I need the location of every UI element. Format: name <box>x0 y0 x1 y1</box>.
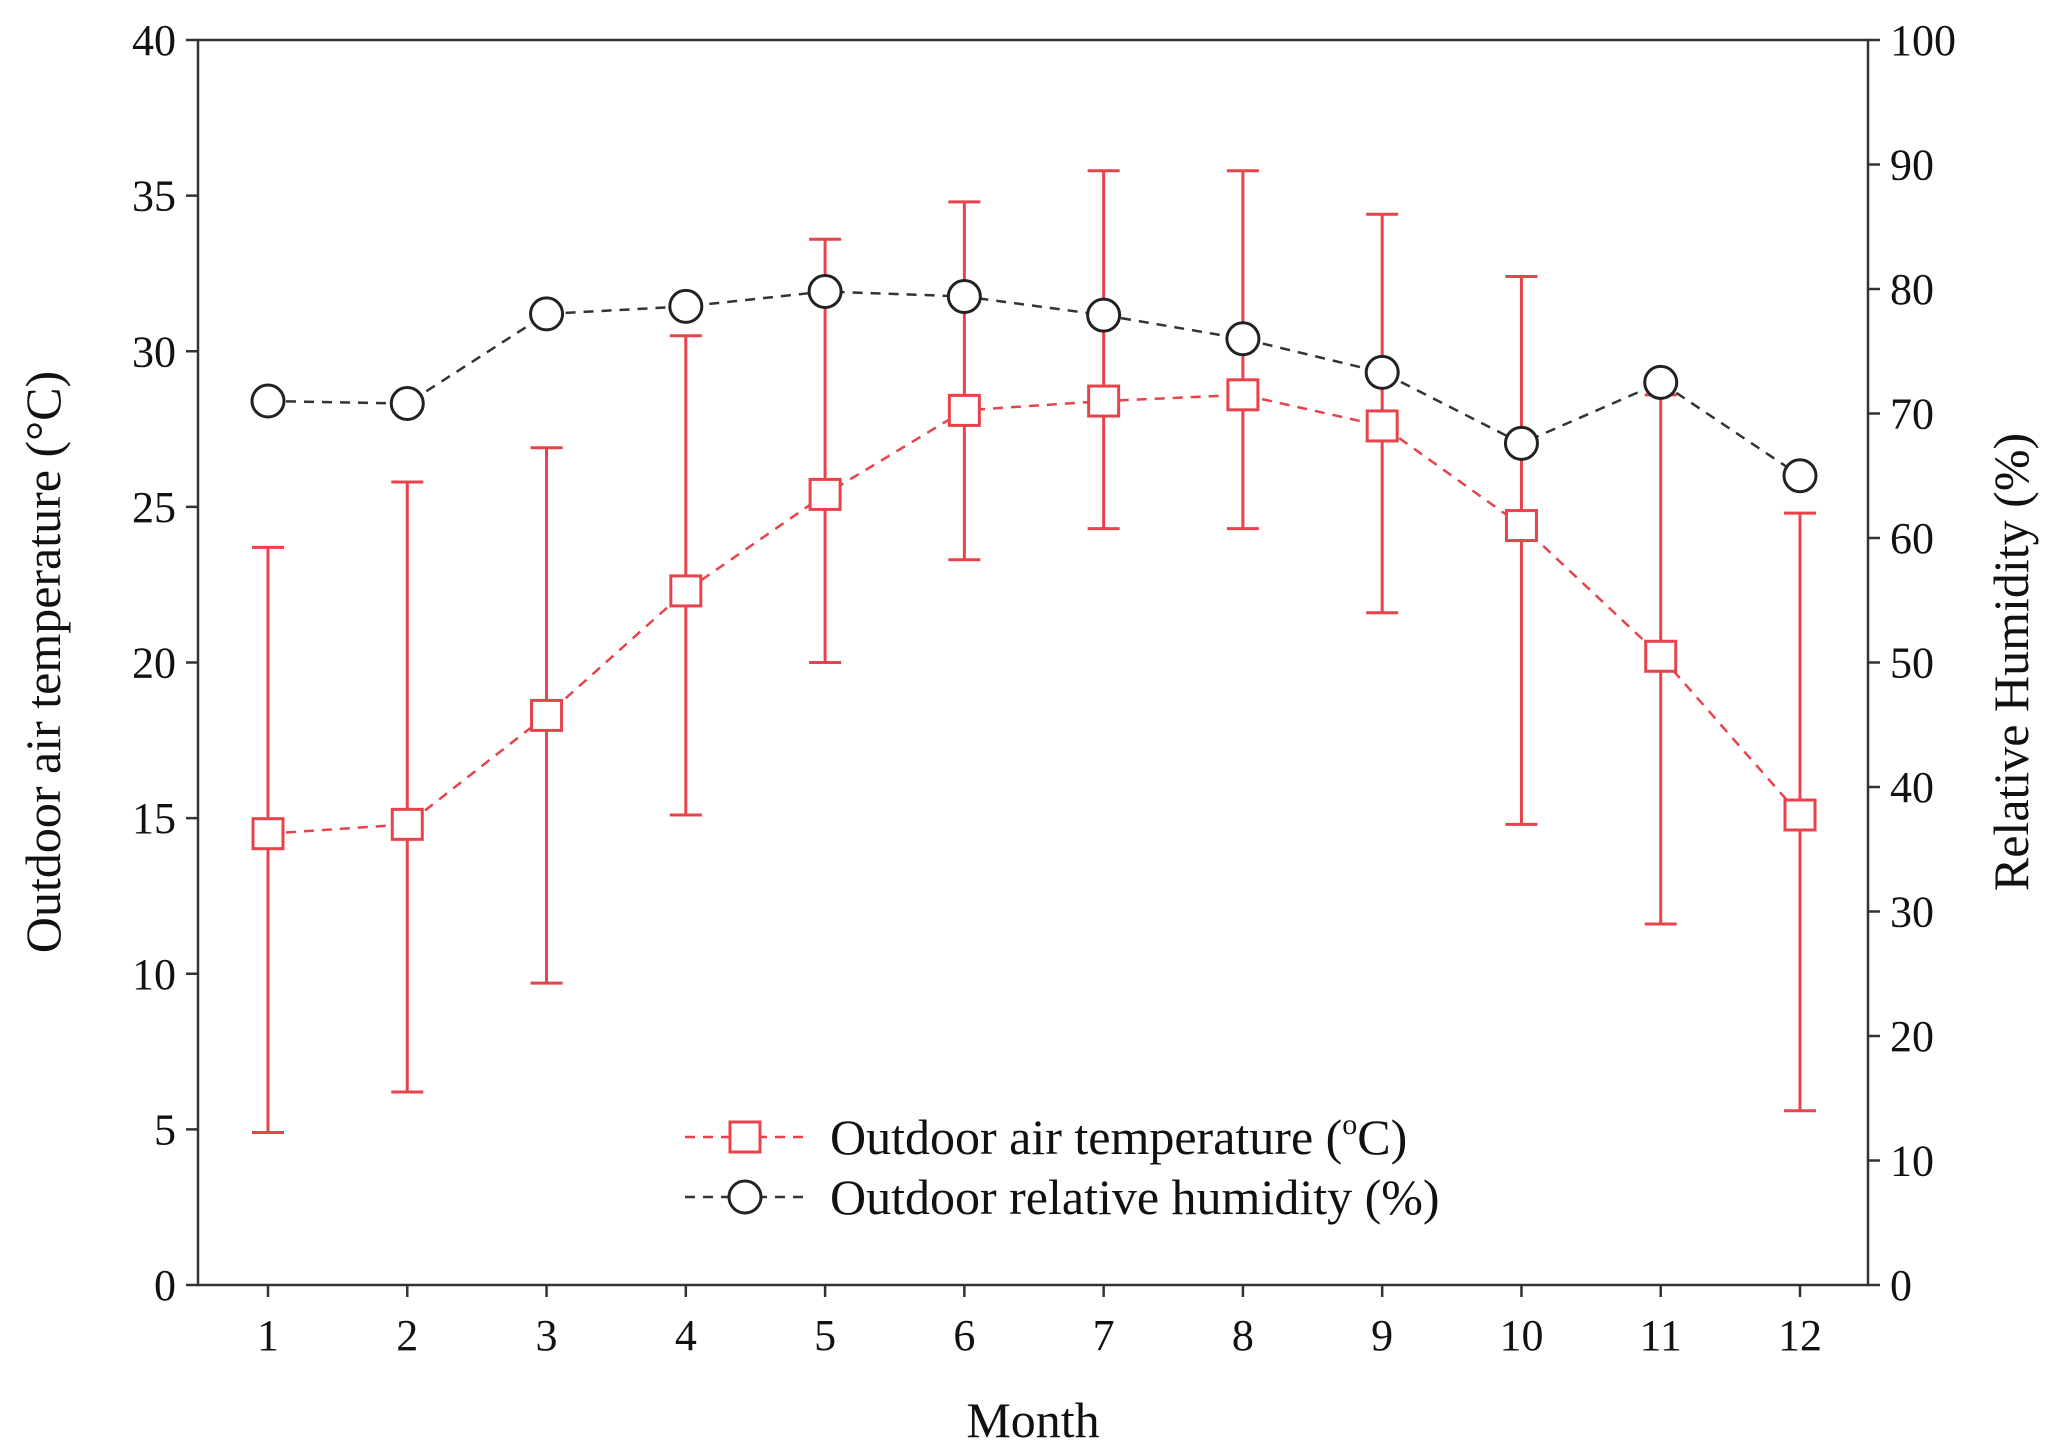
x-tick-label: 10 <box>1499 1311 1543 1360</box>
temperature-point <box>530 698 564 732</box>
x-tick-label: 7 <box>1093 1311 1115 1360</box>
humidity-point <box>1364 354 1400 390</box>
temperature-point <box>1504 509 1538 543</box>
humidity-point <box>529 296 565 332</box>
temperature-point <box>1226 378 1260 412</box>
x-tick-label: 5 <box>814 1311 836 1360</box>
humidity-point <box>807 273 843 309</box>
left-y-tick-label: 25 <box>132 483 176 532</box>
left-y-tick-label: 15 <box>132 794 176 843</box>
x-tick-label: 4 <box>675 1311 697 1360</box>
plot-frame <box>196 38 1870 1287</box>
series-markers <box>250 273 1818 851</box>
x-tick-label: 1 <box>257 1311 279 1360</box>
x-tick-label: 11 <box>1640 1311 1682 1360</box>
temperature-point <box>947 393 981 427</box>
legend-hum-label: Outdoor relative humidity (%) <box>830 1169 1440 1225</box>
left-y-axis-title: Outdoor air temperature (°C) <box>15 371 71 953</box>
legend-temp-label-main: Outdoor air temperature ( <box>830 1109 1342 1165</box>
temperature-point <box>1644 639 1678 673</box>
right-y-tick-label: 20 <box>1890 1012 1934 1061</box>
right-y-tick-label: 10 <box>1890 1137 1934 1186</box>
humidity-point <box>1782 458 1818 494</box>
x-axis-title: Month <box>966 1392 1099 1448</box>
left-y-tick-label: 20 <box>132 639 176 688</box>
x-tick-label: 12 <box>1778 1311 1822 1360</box>
legend-temp-label-suffix: C) <box>1357 1109 1407 1165</box>
left-y-tick-label: 30 <box>132 327 176 376</box>
humidity-point <box>389 386 425 422</box>
right-y-tick-label: 70 <box>1890 390 1934 439</box>
right-y-axis-title: Relative Humidity (%) <box>1983 433 2039 891</box>
right-y-tick-label: 90 <box>1890 141 1934 190</box>
left-y-tick-label: 40 <box>132 16 176 65</box>
temperature-point <box>1365 409 1399 443</box>
humidity-point <box>1086 297 1122 333</box>
legend-temp-label-sup: o <box>1342 1108 1357 1141</box>
temperature-point <box>1087 384 1121 418</box>
left-y-tick-label: 5 <box>154 1105 176 1154</box>
series-lines <box>267 290 1801 835</box>
x-tick-label: 6 <box>953 1311 975 1360</box>
x-tick-label: 8 <box>1232 1311 1254 1360</box>
legend-hum-marker <box>727 1179 763 1215</box>
right-y-tick-label: 60 <box>1890 514 1934 563</box>
humidity-point <box>1225 321 1261 357</box>
humidity-point <box>946 278 982 314</box>
humidity-series-line <box>267 290 1801 477</box>
error-bars <box>252 169 1816 1134</box>
right-y-tick-label: 50 <box>1890 639 1934 688</box>
humidity-point <box>668 288 704 324</box>
temperature-point <box>669 574 703 608</box>
temperature-point <box>251 817 285 851</box>
x-tick-label: 9 <box>1371 1311 1393 1360</box>
temperature-series-line <box>267 393 1801 835</box>
right-y-tick-label: 40 <box>1890 763 1934 812</box>
left-y-tick-label: 10 <box>132 950 176 999</box>
right-y-tick-label: 100 <box>1890 16 1956 65</box>
humidity-point <box>250 383 286 419</box>
temperature-point <box>390 807 424 841</box>
left-y-tick-label: 35 <box>132 172 176 221</box>
humidity-point <box>1503 425 1539 461</box>
temperature-point <box>1783 798 1817 832</box>
temperature-point <box>808 477 842 511</box>
right-y-tick-label: 0 <box>1890 1261 1912 1310</box>
x-tick-label: 2 <box>396 1311 418 1360</box>
legend: Outdoor air temperature (oC) Outdoor rel… <box>685 1108 1440 1225</box>
right-y-tick-label: 30 <box>1890 888 1934 937</box>
legend-temp-marker <box>728 1120 762 1154</box>
humidity-point <box>1643 364 1679 400</box>
left-y-tick-label: 0 <box>154 1261 176 1310</box>
x-tick-label: 3 <box>536 1311 558 1360</box>
right-y-tick-label: 80 <box>1890 265 1934 314</box>
legend-temp-label: Outdoor air temperature (oC) <box>830 1108 1407 1165</box>
